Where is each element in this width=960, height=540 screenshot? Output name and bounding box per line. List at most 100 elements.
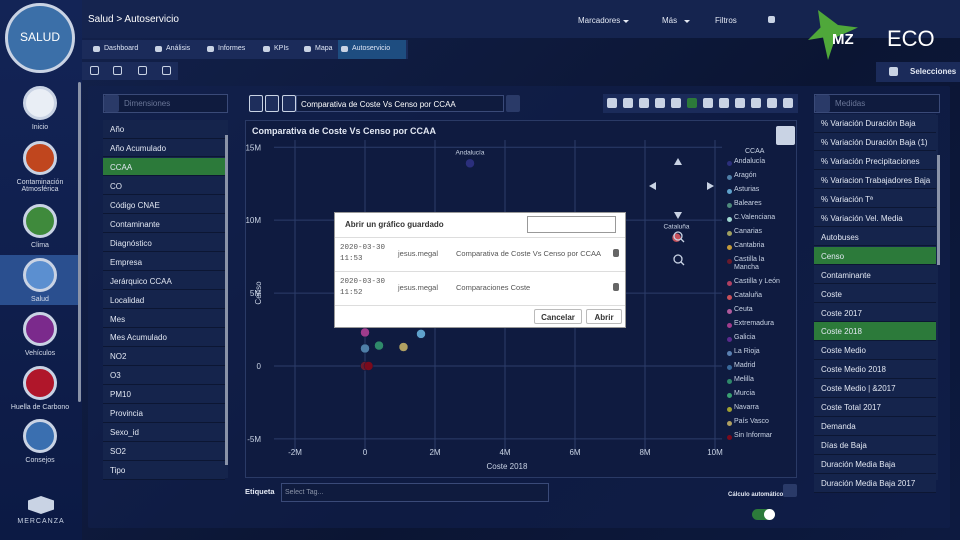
legend-label[interactable]: País Vasco [734, 418, 769, 425]
dimension-item[interactable]: SO2 [103, 442, 225, 461]
dimension-item[interactable]: Provincia [103, 404, 225, 423]
dimension-item[interactable]: Jerárquico CCAA [103, 271, 225, 291]
measure-item[interactable]: % Variación Vel. Media [814, 208, 936, 228]
chart-settings[interactable] [506, 95, 520, 112]
chart-type-icon[interactable] [655, 98, 665, 108]
legend-label[interactable]: Baleares [734, 200, 762, 207]
measure-item[interactable]: Demanda [814, 417, 936, 436]
nav-label[interactable]: Clima [31, 242, 49, 249]
legend-label[interactable]: Cataluña [734, 292, 763, 299]
dimension-item[interactable]: Contaminante [103, 214, 225, 234]
open-button[interactable]: Abrir [586, 309, 622, 324]
tab[interactable]: KPIs [274, 45, 289, 52]
legend-label[interactable]: Cantabria [734, 242, 765, 249]
chart-name-input[interactable]: Comparativa de Coste Vs Censo por CCAA [296, 95, 504, 112]
legend-label[interactable]: Aragón [734, 172, 757, 179]
app-logo[interactable]: SALUD [5, 3, 75, 73]
measure-item[interactable]: % Variación Precipitaciones [814, 151, 936, 171]
chart-type-icon[interactable] [687, 98, 697, 108]
legend-label[interactable]: Andalucía [734, 158, 766, 165]
tab[interactable]: Mapa [315, 45, 333, 52]
measure-item[interactable]: Duración Media Baja 2017 [814, 474, 936, 493]
legend-label[interactable]: Galicia [734, 334, 756, 341]
measure-item[interactable]: Días de Baja [814, 436, 936, 455]
measure-search[interactable]: Medidas [814, 94, 940, 113]
chart-type-icon[interactable] [623, 98, 633, 108]
chart-type-icon[interactable] [735, 98, 745, 108]
legend-label[interactable]: Canarias [734, 228, 763, 235]
legend-label[interactable]: C.Valenciana [734, 214, 776, 221]
nav-icon[interactable] [23, 86, 57, 120]
chart-type-icon[interactable] [607, 98, 617, 108]
grid-icon[interactable] [768, 16, 775, 23]
dimension-search[interactable]: Dimensiones [103, 94, 228, 113]
legend-label[interactable]: Navarra [734, 404, 759, 411]
legend-label[interactable]: La Rioja [734, 348, 760, 355]
menu-item[interactable]: Más [662, 16, 678, 25]
legend-label[interactable]: Asturias [734, 186, 760, 193]
legend-label[interactable]: Murcia [734, 390, 756, 397]
dimension-item[interactable]: CO [103, 176, 225, 196]
legend-label[interactable]: Madrid [734, 362, 756, 369]
dimension-item[interactable]: PM10 [103, 385, 225, 404]
dimension-item[interactable]: Tipo [103, 461, 225, 480]
chart-tool[interactable] [249, 95, 263, 112]
nav-label[interactable]: Vehículos [24, 350, 56, 357]
tag-input[interactable]: Select Tag... [281, 483, 549, 502]
delete-icon[interactable] [613, 283, 619, 291]
measure-item[interactable]: Autobuses [814, 227, 936, 247]
chart-type-icon[interactable] [703, 98, 713, 108]
legend-label[interactable]: Melilla [734, 376, 754, 383]
chart-type-icon[interactable] [783, 98, 793, 108]
tool-icon[interactable] [162, 66, 171, 75]
measure-item[interactable]: % Variacion Trabajadores Baja [814, 170, 936, 190]
chart-type-icon[interactable] [639, 98, 649, 108]
nav-label[interactable]: Inicio [31, 124, 49, 131]
tool-icon[interactable] [138, 66, 147, 75]
dimension-item[interactable]: Mes Acumulado [103, 328, 225, 347]
nav-icon[interactable] [23, 204, 57, 238]
menu-item[interactable]: Marcadores [578, 16, 621, 25]
dimension-item[interactable]: Localidad [103, 290, 225, 310]
modal-row[interactable] [335, 237, 625, 270]
legend-label[interactable]: Ceuta [734, 306, 753, 313]
dimension-item[interactable]: CCAA [103, 157, 225, 177]
nav-label[interactable]: Salud [31, 296, 49, 303]
chart-type-icon[interactable] [719, 98, 729, 108]
menu-item[interactable]: Filtros [715, 16, 737, 25]
tool-icon[interactable] [113, 66, 122, 75]
export-icon[interactable] [776, 126, 795, 145]
nav-icon[interactable] [23, 258, 57, 292]
nav-label[interactable]: Consejos [25, 457, 55, 464]
legend-label[interactable]: Sin Informar [734, 432, 773, 439]
chart-type-icon[interactable] [767, 98, 777, 108]
tab[interactable]: Análisis [166, 45, 191, 52]
dimension-item[interactable]: Diagnóstico [103, 233, 225, 253]
chart-tool[interactable] [282, 95, 296, 112]
measure-item[interactable]: Censo [814, 246, 936, 266]
tab[interactable]: Informes [218, 45, 246, 52]
cancel-button[interactable]: Cancelar [534, 309, 582, 324]
modal-row[interactable] [335, 271, 625, 304]
measure-item[interactable]: Duración Media Baja [814, 455, 936, 474]
dimension-item[interactable]: Año Acumulado [103, 138, 225, 158]
measure-item[interactable]: Coste Medio [814, 341, 936, 360]
measure-item[interactable]: Coste Total 2017 [814, 398, 936, 417]
chart-type-icon[interactable] [751, 98, 761, 108]
dimension-item[interactable]: O3 [103, 366, 225, 385]
dimension-item[interactable]: Código CNAE [103, 195, 225, 215]
selections-label[interactable]: Selecciones [910, 67, 957, 76]
tool-icon[interactable] [90, 66, 99, 75]
measure-item[interactable]: % Variación Tª [814, 189, 936, 209]
measure-item[interactable]: Contaminante [814, 265, 936, 285]
nav-icon[interactable] [23, 312, 57, 346]
dimension-item[interactable]: Año [103, 120, 225, 139]
modal-search[interactable] [527, 216, 616, 233]
measure-item[interactable]: % Variación Duración Baja (1) [814, 132, 936, 152]
delete-icon[interactable] [613, 249, 619, 257]
nav-icon[interactable] [23, 141, 57, 175]
dimension-item[interactable]: Empresa [103, 252, 225, 272]
tab[interactable]: Dashboard [104, 45, 139, 52]
refresh-button[interactable] [783, 484, 797, 497]
dimension-item[interactable]: Mes [103, 309, 225, 328]
